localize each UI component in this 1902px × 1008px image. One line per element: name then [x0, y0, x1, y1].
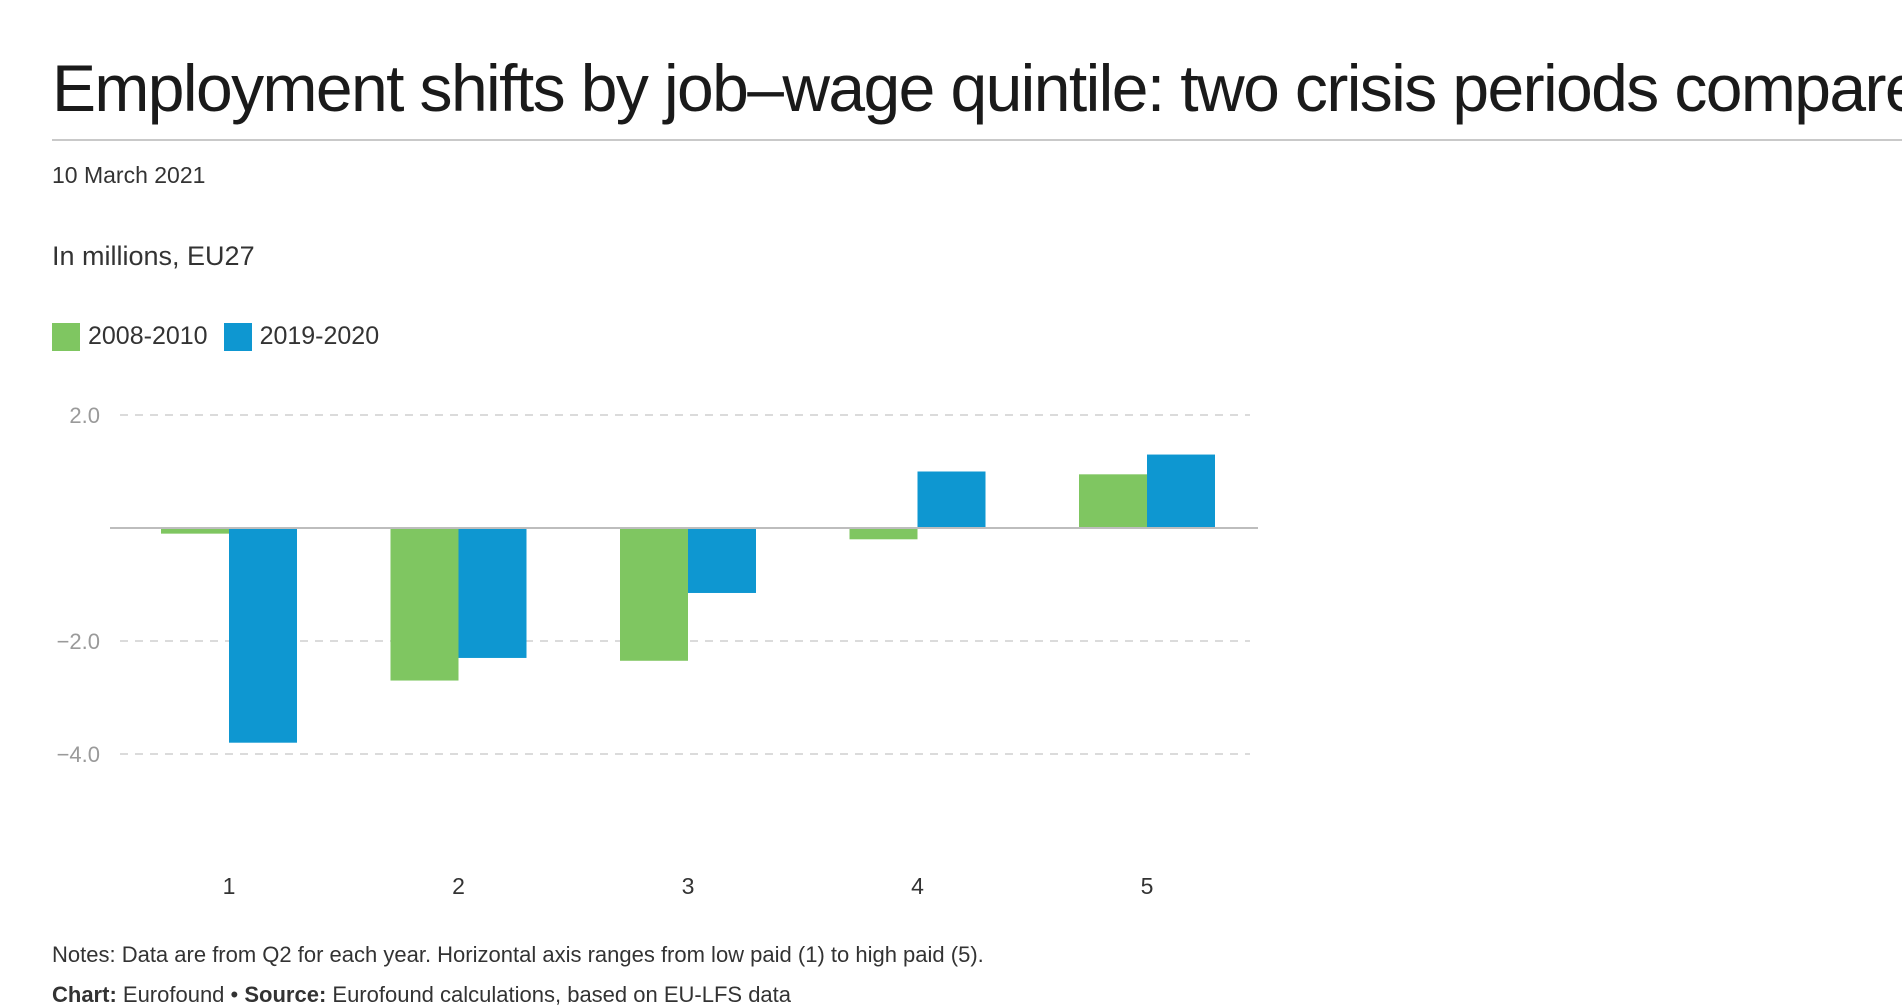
source-value: Eurofound calculations, based on EU-LFS … — [326, 982, 792, 1007]
chart-credits: Chart: Eurofound • Source: Eurofound cal… — [52, 982, 791, 1008]
bar-2019-2020-q2 — [458, 528, 527, 658]
chart-legend: 2008-2010 2019-2020 — [52, 322, 395, 351]
x-tick-label-1: 1 — [223, 873, 236, 899]
bar-2019-2020-q5 — [1147, 454, 1215, 528]
publication-date: 10 March 2021 — [52, 162, 206, 188]
bar-2019-2020-q3 — [688, 528, 756, 593]
chart-credit-label: Chart: — [52, 982, 117, 1007]
bar-2008-2010-q3 — [620, 528, 688, 661]
y-tick-label-0: 2.0 — [69, 403, 100, 428]
source-label: Source: — [244, 982, 327, 1007]
y-tick-label-1: −2.0 — [57, 629, 100, 654]
legend-swatch-2008-2010 — [52, 322, 80, 351]
x-tick-label-2: 2 — [452, 873, 465, 899]
bar-2019-2020-q1 — [229, 528, 297, 743]
legend-item-2019-2020[interactable]: 2019-2020 — [223, 322, 380, 351]
bar-chart: 2.0 −2.0 −4.0 1 2 3 4 5 — [57, 403, 1258, 899]
chart-subtitle: In millions, EU27 — [52, 241, 255, 271]
bar-2008-2010-q4 — [849, 528, 918, 540]
page-title: Employment shifts by job–wage quintile: … — [52, 51, 1902, 125]
bar-2008-2010-q2 — [390, 528, 459, 681]
bar-2019-2020-q4 — [917, 471, 986, 528]
legend-swatch-2019-2020 — [223, 322, 252, 351]
x-tick-label-5: 5 — [1141, 873, 1154, 899]
x-tick-label-3: 3 — [682, 873, 695, 899]
x-tick-label-4: 4 — [911, 873, 924, 899]
chart-credit-value: Eurofound • — [116, 982, 245, 1007]
legend-item-2008-2010[interactable]: 2008-2010 — [52, 322, 208, 351]
legend-label-2019-2020: 2019-2020 — [259, 322, 380, 350]
bar-2008-2010-q1 — [161, 528, 229, 534]
y-tick-label-2: −4.0 — [57, 742, 100, 767]
title-divider — [52, 139, 1902, 141]
legend-label-2008-2010: 2008-2010 — [88, 322, 208, 350]
bar-2008-2010-q5 — [1079, 474, 1147, 528]
chart-notes: Notes: Data are from Q2 for each year. H… — [52, 942, 984, 967]
